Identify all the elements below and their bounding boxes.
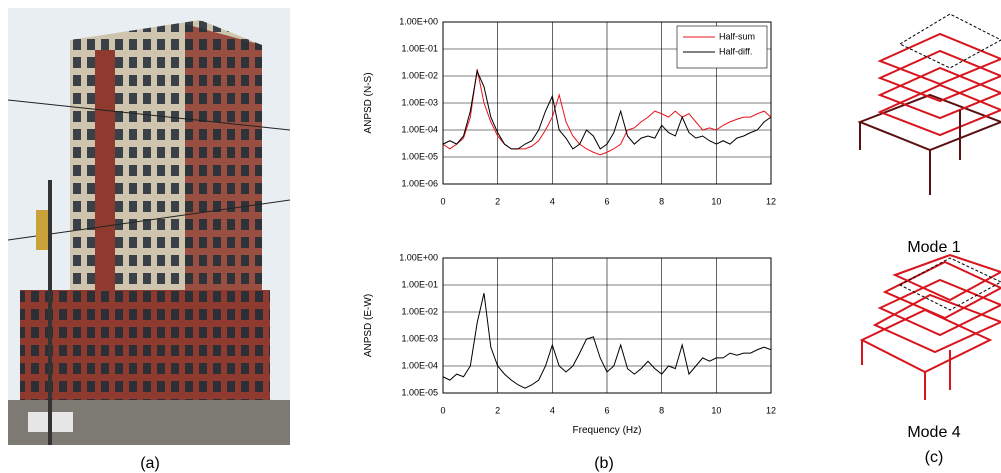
figure: (a) (b) (c) Mode 1 Mode 4 1.00E-06 1.00E-… xyxy=(0,0,1001,473)
legend-label: Half-sum xyxy=(719,31,755,41)
y-tick-label: 1.00E-02 xyxy=(401,70,438,80)
y-axis-label: ANPSD (E-W) xyxy=(363,294,374,357)
x-tick-label: 4 xyxy=(550,405,555,415)
x-tick-label: 2 xyxy=(495,196,500,206)
y-tick-label: 1.00E+00 xyxy=(399,252,438,262)
x-tick-label: 12 xyxy=(766,196,776,206)
x-tick-label: 10 xyxy=(711,405,721,415)
y-tick-label: 1.00E-05 xyxy=(401,387,438,397)
y-tick-label: 1.00E-06 xyxy=(401,178,438,188)
mode-label: Mode 1 xyxy=(907,239,960,256)
x-tick-label: 4 xyxy=(550,196,555,206)
legend-label: Half-diff. xyxy=(719,46,752,56)
x-tick-label: 2 xyxy=(495,405,500,415)
y-tick-label: 1.00E-04 xyxy=(401,124,438,134)
y-tick-label: 1.00E-01 xyxy=(401,43,438,53)
y-tick-label: 1.00E+00 xyxy=(399,16,438,26)
y-tick-label: 1.00E-03 xyxy=(401,333,438,343)
x-tick-label: 6 xyxy=(604,196,609,206)
x-tick-label: 12 xyxy=(766,405,776,415)
x-axis-label: Frequency (Hz) xyxy=(573,425,642,436)
mode-shape xyxy=(862,255,1001,400)
panel-label: (b) xyxy=(594,455,614,472)
y-axis-label: ANPSD (N-S) xyxy=(363,72,374,133)
x-tick-label: 0 xyxy=(440,196,445,206)
y-tick-label: 1.00E-02 xyxy=(401,306,438,316)
x-tick-label: 6 xyxy=(604,405,609,415)
mode-shape xyxy=(860,14,1001,195)
y-tick-label: 1.00E-04 xyxy=(401,360,438,370)
panel-label: (a) xyxy=(140,455,160,472)
y-tick-label: 1.00E-03 xyxy=(401,97,438,107)
x-tick-label: 8 xyxy=(659,405,664,415)
y-tick-label: 1.00E-05 xyxy=(401,151,438,161)
panel-label: (c) xyxy=(925,449,944,466)
building-photo xyxy=(8,8,290,445)
figure-canvas: (a) (b) (c) Mode 1 Mode 4 1.00E-06 1.00E-… xyxy=(0,0,1001,473)
mode-label: Mode 4 xyxy=(907,424,960,441)
x-tick-label: 0 xyxy=(440,405,445,415)
x-tick-label: 10 xyxy=(711,196,721,206)
y-tick-label: 1.00E-01 xyxy=(401,279,438,289)
x-tick-label: 8 xyxy=(659,196,664,206)
